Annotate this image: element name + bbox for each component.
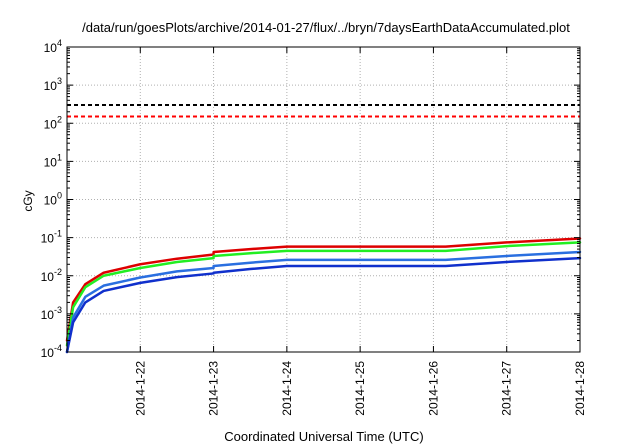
y-axis-label: cGy <box>21 190 35 211</box>
y-tick-label: 101 <box>44 152 62 169</box>
y-tick-label: 100 <box>44 191 62 208</box>
y-tick-exponent: 1 <box>57 152 62 162</box>
threshold-lines <box>67 104 580 118</box>
y-tick-label: 102 <box>44 114 62 131</box>
chart-title: /data/run/goesPlots/archive/2014-01-27/f… <box>82 20 570 35</box>
series-line <box>65 237 582 342</box>
y-tick-label: 10-1 <box>41 229 62 246</box>
y-tick-exponent: 3 <box>57 76 62 86</box>
y-tick-exponent: 0 <box>57 191 62 201</box>
y-tick-exponent: 4 <box>57 38 62 48</box>
plot-frame <box>66 46 581 353</box>
series-group <box>65 237 582 354</box>
y-tick-exponent: -1 <box>54 229 62 239</box>
y-tick-label: 10-3 <box>41 305 62 322</box>
y-tick-label: 10-2 <box>41 267 62 284</box>
x-tick-label: 2014-1-27 <box>500 361 514 416</box>
series-line <box>65 241 582 347</box>
x-axis-ticks: 2014-1-22 2014-1-23 2014-1-24 2014-1-25 2014… <box>133 47 587 416</box>
y-tick-exponent: -2 <box>54 267 62 277</box>
x-tick-label: 2014-1-23 <box>207 361 221 416</box>
series-line <box>65 250 582 354</box>
y-tick-exponent: -4 <box>54 343 62 353</box>
x-tick-label: 2014-1-25 <box>353 361 367 416</box>
y-tick-label: 104 <box>44 38 62 55</box>
x-tick-label: 2014-1-22 <box>133 361 147 416</box>
x-tick-label: 2014-1-24 <box>280 361 294 416</box>
series-line <box>65 256 582 354</box>
y-tick-exponent: 2 <box>57 114 62 124</box>
x-tick-label: 2014-1-26 <box>426 361 440 416</box>
y-tick-exponent: -3 <box>54 305 62 315</box>
y-tick-label: 10-4 <box>41 343 62 360</box>
y-tick-label: 103 <box>44 76 62 93</box>
grid <box>67 47 580 352</box>
x-axis-label: Coordinated Universal Time (UTC) <box>224 429 423 444</box>
x-tick-label: 2014-1-28 <box>573 361 587 416</box>
